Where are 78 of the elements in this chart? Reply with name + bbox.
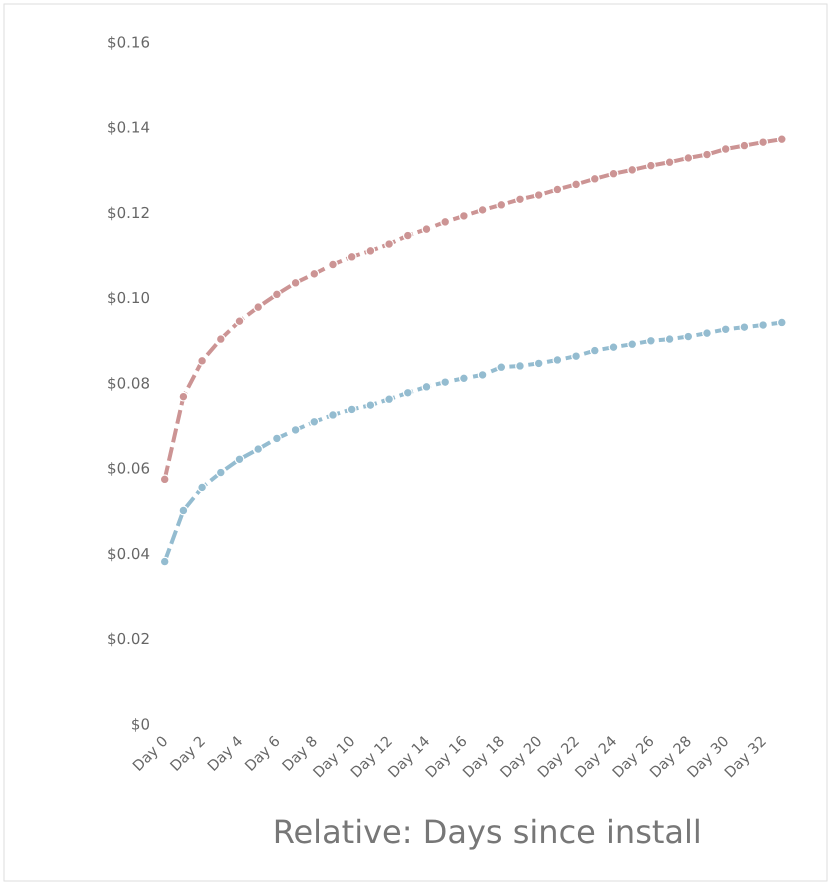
point: [366, 246, 376, 256]
point: [216, 468, 226, 478]
y-tick-label: $0.04: [107, 544, 150, 563]
point: [683, 153, 694, 163]
point: [253, 302, 264, 312]
point: [160, 556, 170, 566]
y-tick-label: $0.06: [107, 460, 150, 478]
y-tick-label: $0.08: [107, 374, 150, 392]
point: [328, 260, 338, 270]
point: [776, 318, 787, 328]
y-tick-label: $0.16: [107, 33, 150, 52]
point: [664, 334, 674, 344]
point: [720, 324, 731, 334]
y-tick-label: $0.10: [107, 289, 150, 307]
y-tick-label: $0.14: [107, 118, 150, 136]
point: [702, 328, 712, 338]
point: [309, 416, 320, 427]
point: [290, 424, 300, 435]
point: [440, 377, 450, 388]
point: [720, 144, 731, 154]
point: [496, 200, 506, 210]
point: [178, 506, 188, 516]
point: [160, 474, 170, 484]
point: [646, 336, 656, 346]
point: [740, 322, 750, 332]
point: [758, 137, 768, 148]
point: [627, 339, 638, 350]
point: [646, 160, 656, 171]
point: [608, 168, 618, 179]
point: [608, 342, 618, 352]
point: [590, 346, 600, 356]
point: [702, 150, 712, 160]
point: [178, 392, 188, 402]
point: [627, 164, 638, 175]
point: [290, 278, 300, 288]
point: [346, 404, 357, 414]
point: [758, 320, 768, 330]
point: [272, 289, 282, 300]
x-axis-title: Relative: Days since install: [272, 813, 702, 851]
point: [328, 410, 338, 420]
point: [422, 224, 432, 234]
point: [776, 134, 787, 144]
point: [422, 382, 432, 392]
point: [571, 351, 581, 362]
point: [402, 230, 413, 240]
point: [571, 179, 581, 190]
point: [346, 252, 357, 262]
y-tick-label: $0.02: [107, 630, 150, 648]
point: [515, 361, 525, 371]
point: [234, 316, 244, 326]
point: [740, 140, 750, 150]
point: [664, 157, 674, 168]
point: [552, 184, 562, 194]
point: [683, 332, 694, 342]
point: [384, 239, 394, 249]
point: [272, 434, 282, 444]
point: [590, 174, 600, 184]
point: [534, 190, 544, 200]
point: [197, 356, 207, 366]
point: [534, 358, 544, 368]
point: [459, 373, 469, 384]
point: [384, 394, 394, 404]
point: [459, 211, 469, 221]
point: [253, 444, 264, 454]
point: [309, 268, 320, 279]
y-tick-label: $0: [130, 715, 150, 734]
point: [478, 370, 488, 380]
point: [216, 334, 226, 344]
point: [366, 400, 376, 410]
point: [402, 388, 413, 398]
point: [552, 355, 562, 365]
point: [478, 205, 488, 215]
point: [496, 362, 506, 372]
point: [197, 482, 207, 492]
y-tick-label: $0.12: [107, 204, 150, 222]
point: [234, 454, 244, 464]
point: [440, 216, 450, 227]
point: [515, 194, 525, 204]
